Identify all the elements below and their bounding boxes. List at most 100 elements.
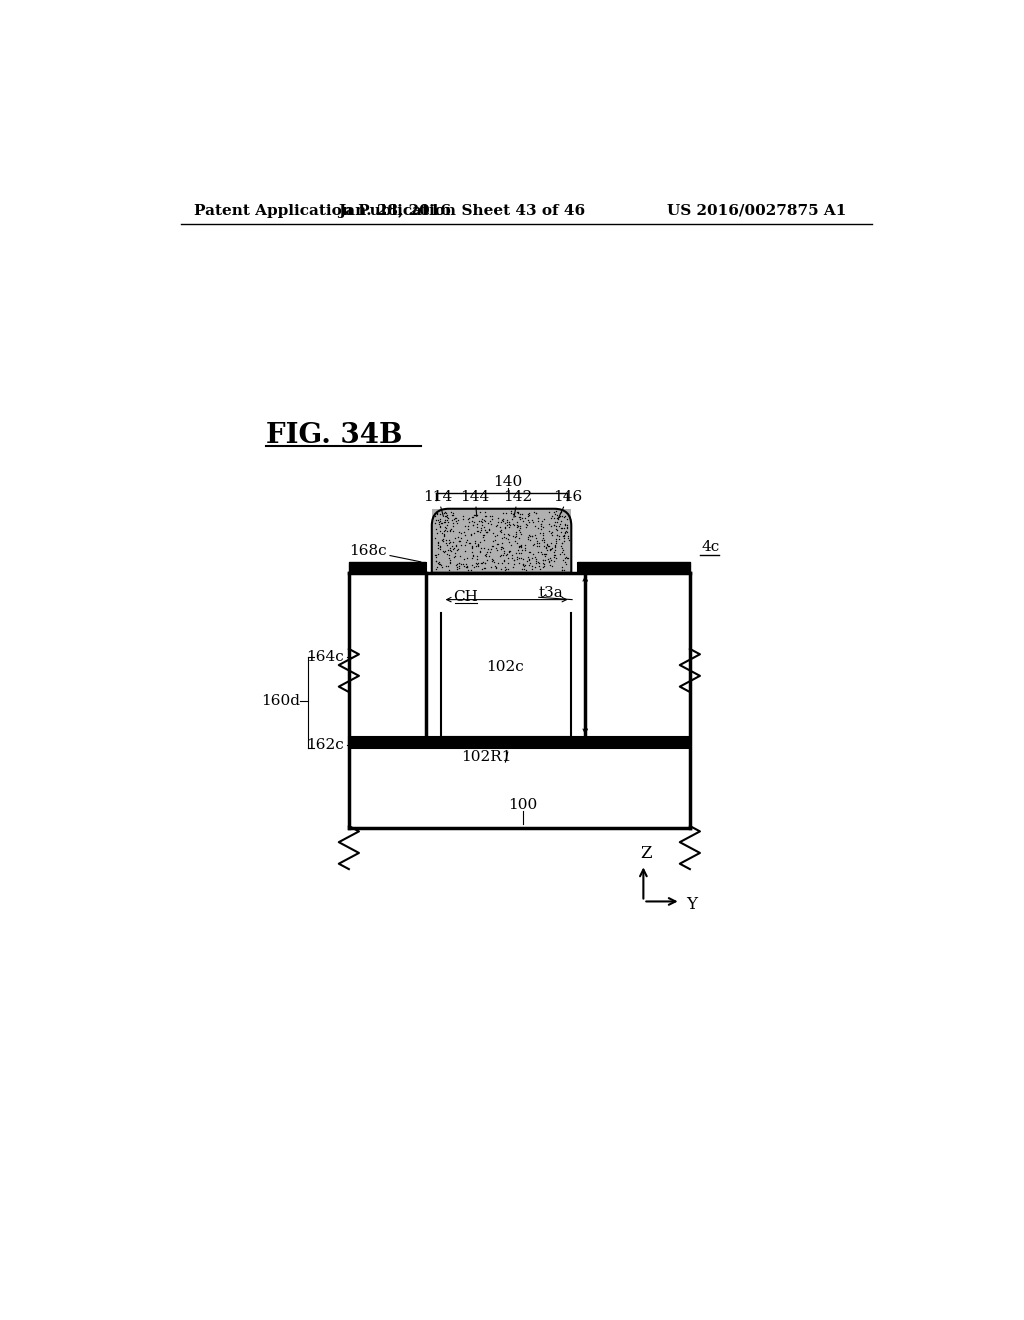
- Point: [478, 521, 495, 543]
- Text: 164c: 164c: [306, 651, 343, 664]
- Point: [455, 553, 471, 574]
- Point: [496, 550, 512, 572]
- Point: [463, 523, 479, 544]
- Point: [442, 520, 459, 541]
- Point: [521, 504, 538, 525]
- Point: [479, 512, 496, 533]
- Point: [501, 512, 517, 533]
- Point: [447, 545, 464, 566]
- Point: [557, 548, 573, 569]
- Point: [540, 536, 556, 557]
- Point: [548, 519, 564, 540]
- Point: [478, 545, 495, 566]
- Point: [437, 506, 454, 527]
- Point: [524, 525, 541, 546]
- Point: [432, 539, 449, 560]
- Point: [465, 545, 481, 566]
- Point: [481, 541, 498, 562]
- Point: [556, 531, 572, 552]
- Point: [515, 554, 531, 576]
- Point: [521, 549, 538, 570]
- Point: [539, 537, 555, 558]
- Point: [511, 553, 527, 574]
- Point: [429, 535, 445, 556]
- Point: [508, 523, 524, 544]
- Point: [457, 524, 473, 545]
- Point: [476, 537, 493, 558]
- Point: [476, 557, 493, 578]
- Point: [509, 532, 525, 553]
- Point: [532, 519, 549, 540]
- Point: [531, 556, 548, 577]
- Point: [505, 557, 521, 578]
- Point: [449, 512, 465, 533]
- Point: [456, 549, 472, 570]
- Point: [543, 507, 559, 528]
- Point: [481, 520, 498, 541]
- Point: [464, 548, 480, 569]
- Point: [504, 508, 520, 529]
- Point: [497, 517, 513, 539]
- Point: [518, 560, 535, 581]
- Point: [534, 543, 550, 564]
- Point: [463, 558, 479, 579]
- Point: [551, 515, 567, 536]
- Point: [541, 513, 557, 535]
- Text: 100: 100: [509, 799, 538, 812]
- Point: [479, 539, 496, 560]
- Point: [511, 519, 527, 540]
- Point: [483, 535, 500, 556]
- Point: [434, 512, 451, 533]
- Point: [450, 557, 466, 578]
- Point: [436, 520, 453, 541]
- Text: 142: 142: [503, 490, 532, 517]
- Point: [500, 558, 516, 579]
- Point: [429, 510, 445, 531]
- Point: [453, 553, 469, 574]
- Point: [434, 557, 451, 578]
- Point: [444, 513, 461, 535]
- Point: [511, 515, 527, 536]
- Point: [429, 537, 445, 558]
- Point: [469, 548, 485, 569]
- Point: [451, 531, 467, 552]
- Point: [499, 510, 515, 531]
- Point: [546, 541, 562, 562]
- Point: [440, 511, 457, 532]
- Point: [518, 516, 535, 537]
- Point: [539, 535, 555, 556]
- Text: 144: 144: [461, 490, 489, 516]
- Point: [548, 548, 564, 569]
- Point: [442, 520, 459, 541]
- Point: [427, 550, 443, 572]
- Point: [516, 535, 532, 556]
- Point: [523, 525, 540, 546]
- Point: [434, 540, 451, 561]
- Point: [544, 537, 560, 558]
- Point: [457, 541, 473, 562]
- Point: [432, 511, 449, 532]
- Point: [532, 541, 549, 562]
- Point: [450, 558, 466, 579]
- Point: [557, 546, 573, 568]
- Point: [502, 515, 518, 536]
- Point: [538, 544, 554, 565]
- Point: [447, 536, 464, 557]
- Point: [450, 539, 466, 560]
- Point: [513, 548, 529, 569]
- Point: [525, 502, 542, 523]
- Point: [428, 558, 444, 579]
- Point: [436, 512, 453, 533]
- Point: [429, 521, 445, 543]
- Point: [429, 531, 445, 552]
- Point: [537, 535, 553, 556]
- Point: [438, 503, 455, 524]
- Point: [515, 511, 531, 532]
- Point: [431, 511, 447, 532]
- Point: [524, 548, 541, 569]
- Point: [536, 532, 552, 553]
- Point: [557, 513, 573, 535]
- Point: [472, 541, 488, 562]
- Point: [447, 511, 464, 532]
- Point: [506, 549, 522, 570]
